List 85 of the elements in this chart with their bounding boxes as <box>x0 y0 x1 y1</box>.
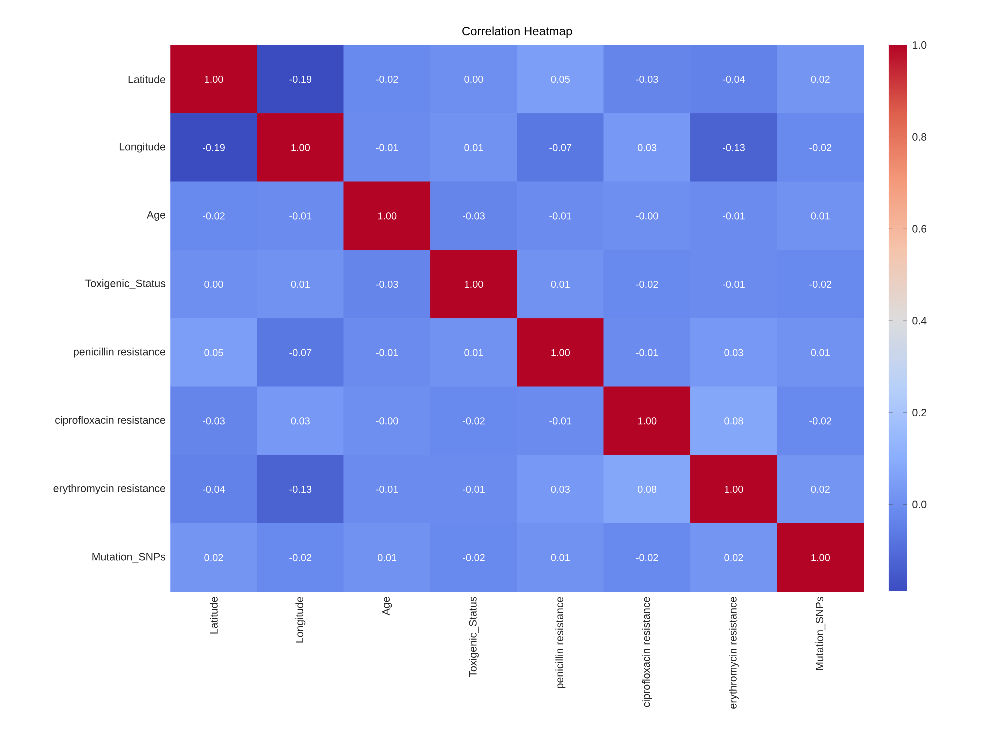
data-label: -0.02 <box>810 280 832 288</box>
data-label: 0.03 <box>724 349 744 356</box>
data-label: 0.03 <box>551 486 570 493</box>
data-label: -0.04 <box>203 486 226 493</box>
data-label: -0.02 <box>203 212 225 220</box>
data-label: 0.03 <box>291 417 310 425</box>
data-label: 0.01 <box>291 280 310 288</box>
data-label: -0.01 <box>376 144 398 152</box>
data-label: 1.00 <box>812 554 830 562</box>
color-bar-label: 0.6 <box>912 225 927 233</box>
data-label: 0.01 <box>551 280 570 288</box>
data-label: -0.02 <box>810 417 832 425</box>
data-label: 1.00 <box>205 76 224 83</box>
data-label: 0.02 <box>811 76 830 83</box>
y-tick-label: Age <box>147 211 166 221</box>
data-label: -0.07 <box>550 144 572 152</box>
data-label: -0.01 <box>723 280 745 288</box>
y-tick-label: Mutation_SNPs <box>92 552 166 563</box>
data-label: 1.00 <box>378 212 397 220</box>
data-label: 0.02 <box>724 554 744 562</box>
data-label: -0.07 <box>290 349 312 356</box>
data-label: 0.01 <box>551 554 570 562</box>
y-tick-label: Toxigenic_Status <box>86 279 166 290</box>
data-label: -0.02 <box>463 417 485 425</box>
data-label: 0.05 <box>204 349 224 356</box>
data-label: 1.00 <box>465 280 484 288</box>
data-label: 0.01 <box>811 349 830 356</box>
data-label: -0.01 <box>636 349 658 356</box>
color-bar-label: 0.0 <box>912 500 927 508</box>
data-label: -0.01 <box>290 212 312 220</box>
data-label: -0.00 <box>636 212 658 220</box>
y-tick-label: Longitude <box>120 142 166 153</box>
chart-title: Correlation Heatmap <box>462 26 572 38</box>
data-label: 1.00 <box>638 417 657 425</box>
data-label: 0.01 <box>464 349 484 356</box>
color-bar-label: 1.0 <box>913 41 927 49</box>
data-label: -0.03 <box>376 280 398 288</box>
data-label: -0.01 <box>550 417 572 425</box>
color-bar-label: 0.8 <box>912 133 927 141</box>
data-label: 0.02 <box>204 554 224 562</box>
data-label: -0.01 <box>550 212 572 220</box>
data-label: -0.13 <box>290 486 312 493</box>
data-label: -0.02 <box>463 554 485 562</box>
x-tick-label: Toxigenic_Status <box>469 596 479 677</box>
data-label: 0.02 <box>811 486 830 493</box>
data-label: -0.02 <box>376 76 398 83</box>
data-label: 0.01 <box>378 554 397 562</box>
y-tick-label: penicillin resistance <box>74 348 166 358</box>
x-tick-label: Longitude <box>296 597 306 643</box>
data-label: -0.02 <box>810 144 832 152</box>
x-tick-label: penicillin resistance <box>556 597 566 688</box>
data-label: -0.19 <box>203 144 225 152</box>
data-label: -0.04 <box>723 76 746 83</box>
data-label: 0.00 <box>204 280 224 288</box>
data-label: -0.03 <box>203 417 225 425</box>
y-tick-label: erythromycin resistance <box>54 484 166 494</box>
data-label: -0.01 <box>723 212 745 220</box>
data-label: 1.00 <box>552 349 570 356</box>
data-label: 1.00 <box>725 486 744 493</box>
x-tick-label: Mutation_SNPs <box>816 596 826 670</box>
y-tick-label: Latitude <box>128 75 166 84</box>
data-label: -0.00 <box>376 417 398 425</box>
y-tick-label: ciprofloxacin resistance <box>56 416 166 426</box>
data-label: 0.08 <box>724 417 744 425</box>
x-tick-label: ciprofloxacin resistance <box>642 597 652 707</box>
data-label: 0.01 <box>811 212 830 220</box>
data-label: 0.01 <box>464 144 484 152</box>
data-label: 0.03 <box>638 144 657 152</box>
data-label: -0.02 <box>290 554 312 562</box>
data-label: -0.02 <box>636 554 658 562</box>
data-label: -0.19 <box>290 76 312 83</box>
x-tick-label: Latitude <box>210 597 218 634</box>
data-label: 0.00 <box>464 76 484 83</box>
x-tick-label: Age <box>382 597 392 616</box>
data-label: -0.01 <box>376 349 398 356</box>
color-bar-label: 0.4 <box>912 317 927 325</box>
data-label: -0.01 <box>376 486 398 493</box>
data-label: -0.13 <box>723 144 745 152</box>
x-tick-label: erythromycin resistance <box>729 597 739 709</box>
data-label: -0.02 <box>636 280 658 288</box>
data-label: 0.08 <box>638 486 657 493</box>
color-bar-label: 0.2 <box>912 408 927 416</box>
data-label: -0.03 <box>463 212 485 220</box>
data-label: -0.01 <box>463 486 485 493</box>
data-label: 1.00 <box>292 144 310 152</box>
